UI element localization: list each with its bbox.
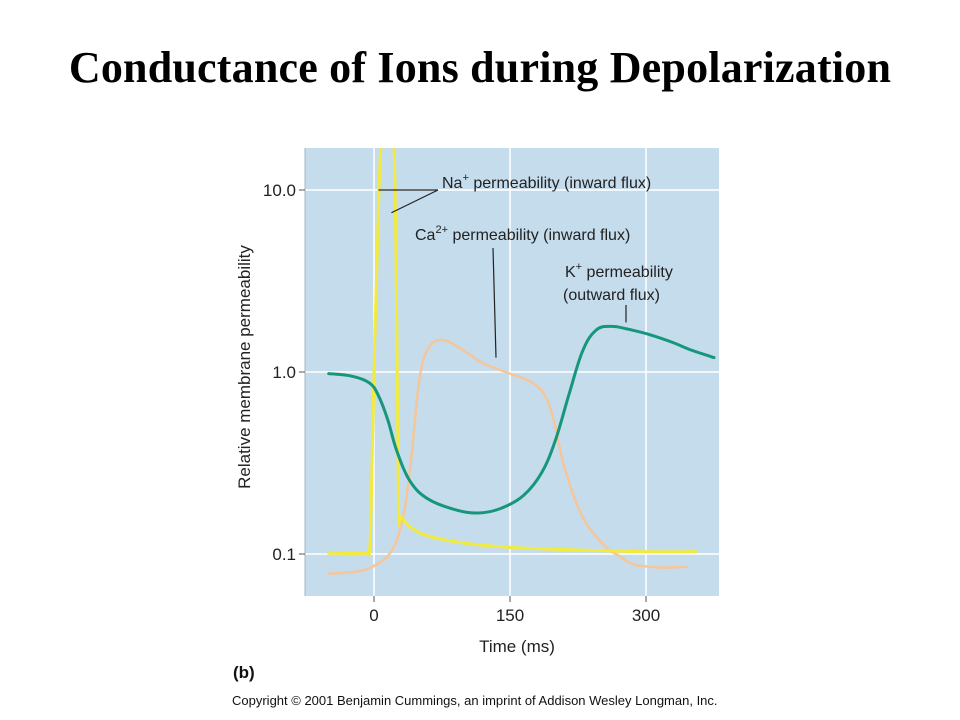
ca-permeability-line [327, 338, 689, 575]
na-permeability-line [327, 148, 698, 557]
ca-annotation: Ca2+ permeability (inward flux) [415, 224, 630, 244]
x-tick-label: 150 [496, 606, 524, 625]
ca-leader-line [492, 247, 497, 358]
k-annotation: K+ permeability [565, 261, 673, 281]
x-tick-label: 300 [632, 606, 660, 625]
y-tick-label: 10.0 [263, 181, 296, 200]
page-title: Conductance of Ions during Depolarizatio… [68, 43, 892, 92]
k-permeability-line [327, 324, 716, 515]
series-layer [327, 148, 716, 575]
na-leader-line [378, 189, 439, 214]
k-annotation-line2: (outward flux) [563, 287, 660, 304]
y-tick-label: 1.0 [272, 363, 296, 382]
y-axis-title: Relative membrane permeability [235, 245, 254, 489]
x-axis-title: Time (ms) [479, 637, 555, 656]
x-tick-label: 0 [369, 606, 378, 625]
copyright-notice: Copyright © 2001 Benjamin Cummings, an i… [232, 693, 718, 708]
figure-label: (b) [233, 663, 255, 682]
y-tick-label: 0.1 [272, 545, 296, 564]
na-annotation: Na+ permeability (inward flux) [442, 172, 651, 192]
annotation-leaders [378, 189, 627, 358]
axis-layer: 0.1 1.0 10.0 0 150 300 Time (ms) Relative membr… [235, 148, 660, 656]
